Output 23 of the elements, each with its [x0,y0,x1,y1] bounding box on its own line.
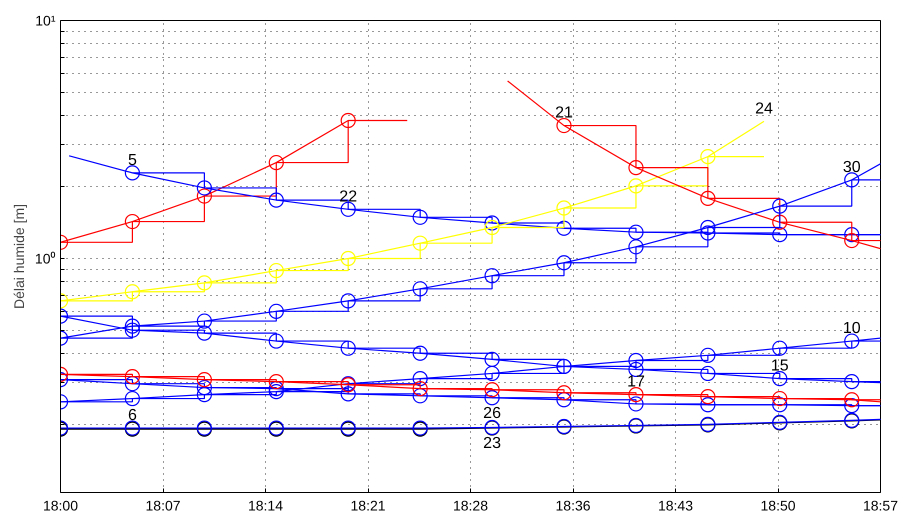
x-tick-label: 18:36 [556,498,591,514]
x-tick-label: 18:21 [350,498,386,514]
x-tick-label: 18:57 [862,498,898,514]
annotation: 5 [128,152,137,169]
x-tick-label: 18:28 [452,498,488,514]
annotation: 30 [842,158,861,176]
y-axis-title: Délai humide [m] [10,204,27,310]
x-tick-label: 18:07 [146,498,181,514]
x-tick-label: 18:50 [760,498,796,514]
annotation: 15 [770,358,789,375]
annotation: 23 [483,435,502,452]
annotation: 21 [555,104,573,122]
x-tick-label: 18:14 [248,498,284,514]
y-tick-label: 10¹ [35,12,56,28]
annotation: 26 [483,404,502,422]
annotation: 24 [755,100,773,118]
x-tick-label: 18:00 [42,498,78,514]
x-tick-label: 18:43 [658,498,694,514]
annotation: 17 [627,374,645,391]
y-tick-label: 10⁰ [34,250,56,267]
annotation: 22 [339,188,358,206]
annotation: 10 [842,320,861,338]
annotation: 6 [128,407,137,424]
